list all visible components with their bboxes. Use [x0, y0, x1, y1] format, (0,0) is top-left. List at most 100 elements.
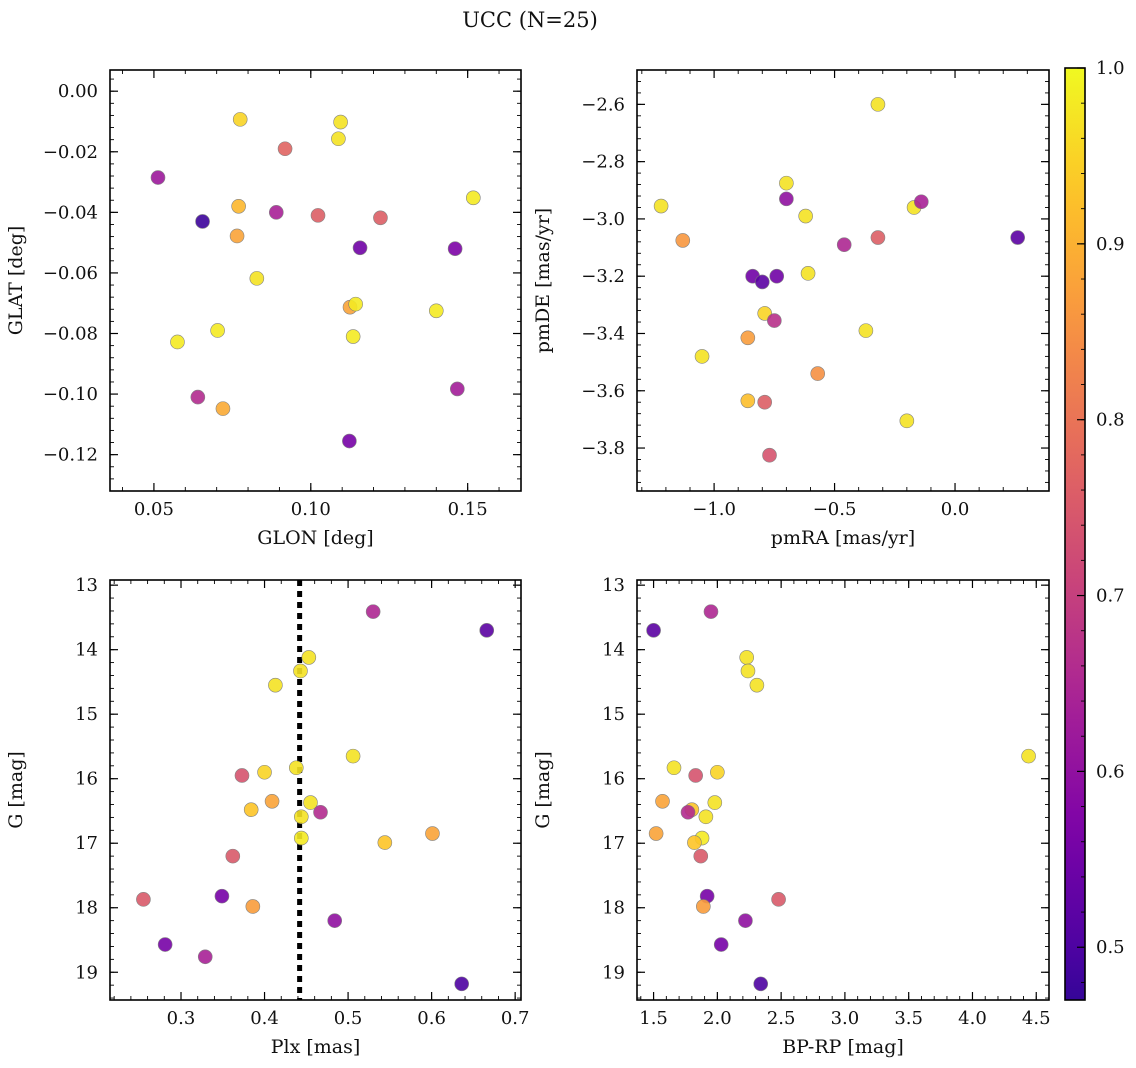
colorbar-tick-label: 0.9: [1096, 234, 1125, 255]
scatter-point: [288, 760, 304, 776]
scatter-point: [249, 271, 265, 286]
scatter-point: [648, 826, 664, 841]
scatter-point: [655, 793, 670, 809]
x-axis-label: Plx [mas]: [271, 1036, 361, 1058]
y-tick-label: 17: [602, 833, 625, 854]
y-tick-label: 16: [602, 769, 625, 790]
y-axis-label: pmDE [mas/yr]: [532, 208, 554, 353]
scatter-point: [688, 768, 703, 783]
scatter-point: [707, 795, 723, 810]
scatter-point: [1021, 748, 1036, 764]
scatter-point: [345, 748, 361, 764]
axes-frame: [109, 69, 522, 492]
scatter-point: [899, 413, 915, 429]
scatter-point: [740, 393, 756, 409]
scatter-point: [769, 268, 785, 284]
scatter-point: [150, 170, 166, 185]
scatter-point: [293, 809, 309, 825]
scatter-point: [345, 329, 361, 344]
scatter-point: [710, 764, 725, 780]
y-tick-label: 18: [602, 898, 625, 919]
y-tick-label: −0.02: [43, 142, 98, 163]
y-tick-label: 18: [75, 898, 98, 919]
x-tick-label: 0.15: [448, 499, 488, 520]
scatter-point: [170, 334, 185, 350]
scatter-point: [210, 323, 225, 338]
scatter-point: [365, 604, 381, 619]
scatter-point: [914, 194, 929, 210]
y-tick-label: −0.04: [43, 202, 98, 223]
scatter-point: [1010, 230, 1025, 245]
panel-plx-g: 0.3 0.4 0.5 0.6 0.7 13 14 15 16 17 18 19 Plx [mas] G …: [5, 575, 529, 1058]
x-tick-label: 0.7: [501, 1008, 530, 1029]
y-tick-label: −2.6: [581, 94, 625, 115]
scatter-point: [277, 141, 293, 157]
axes-frame: [636, 579, 1050, 1001]
x-tick-label: 0.3: [167, 1008, 196, 1029]
scatter-point: [810, 366, 826, 381]
x-tick-label: 2.0: [703, 1008, 732, 1029]
scatter-point: [225, 848, 241, 864]
y-tick-label: 15: [602, 704, 625, 725]
scatter-point: [696, 899, 711, 914]
y-axis-label: G [mag]: [532, 751, 554, 829]
scatter-point: [653, 198, 669, 214]
axes-frame: [636, 69, 1050, 492]
y-tick-label: 16: [75, 769, 98, 790]
y-tick-label: −0.06: [43, 263, 98, 284]
x-axis-label: GLON [deg]: [257, 527, 373, 549]
scatter-point: [693, 848, 709, 864]
scatter-point: [327, 913, 343, 928]
y-axis-label: G [mag]: [5, 751, 27, 829]
y-axis-label: GLAT [deg]: [5, 226, 27, 336]
scatter-point: [858, 323, 874, 338]
scatter-point: [447, 241, 463, 256]
y-tick-label: −3.8: [581, 438, 625, 459]
scatter-point: [466, 190, 481, 206]
scatter-point: [331, 131, 346, 147]
y-tick-label: 19: [602, 962, 625, 983]
scatter-point: [870, 97, 886, 112]
axes-frame: [109, 579, 522, 1001]
scatter-point: [245, 899, 261, 914]
scatter-point: [687, 835, 702, 850]
panel-glon-glat: 0.05 0.10 0.15 0.00 −0.02 −0.04 −0.06 −0.08 −0.1…: [5, 69, 522, 549]
scatter-point: [257, 764, 272, 780]
scatter-point: [694, 349, 710, 364]
scatter-point: [479, 623, 495, 638]
x-tick-label: 0.6: [417, 1008, 446, 1029]
x-tick-label: 4.5: [1022, 1008, 1051, 1029]
scatter-point: [157, 937, 173, 952]
figure-title: UCC (N=25): [462, 8, 598, 32]
x-tick-label: 1.5: [639, 1008, 668, 1029]
y-tick-label: 13: [602, 575, 625, 596]
scatter-point: [749, 677, 765, 693]
panels: 0.05 0.10 0.15 0.00 −0.02 −0.04 −0.06 −0.08 −0.1…: [5, 69, 1051, 1058]
panel-pmra-pmde: −1.0 −0.5 0.0 −2.6 −2.8 −3.0 −3.2 −3.4 −3.6 −3.8 p…: [532, 69, 1050, 549]
x-tick-label: 0.0: [941, 499, 970, 520]
scatter-point: [310, 208, 326, 223]
scatter-point: [698, 809, 714, 825]
scatter-point: [428, 303, 444, 319]
scatter-point: [754, 274, 770, 290]
scatter-point: [753, 976, 769, 992]
x-axis-label: pmRA [mas/yr]: [771, 527, 915, 549]
colorbar-frame: [1064, 67, 1086, 1001]
x-tick-label: 3.0: [831, 1008, 860, 1029]
y-tick-label: 14: [75, 640, 98, 661]
y-tick-label: 17: [75, 833, 98, 854]
colorbar-tick-label: 0.7: [1096, 586, 1125, 607]
y-tick-label: 19: [75, 962, 98, 983]
scatter-point: [713, 937, 729, 952]
scatter-point: [377, 835, 393, 850]
scatter-point: [836, 237, 852, 253]
y-tick-label: −3.4: [581, 323, 625, 344]
scatter-point: [264, 793, 280, 809]
scatter-point: [268, 205, 284, 220]
colorbar: 0.5 0.6 0.7 0.8 0.9 1.0: [1064, 58, 1125, 1001]
scatter-point: [870, 230, 886, 245]
colorbar-tick-label: 0.8: [1096, 410, 1125, 431]
scatter-point: [762, 447, 777, 463]
scatter-point: [740, 330, 756, 346]
